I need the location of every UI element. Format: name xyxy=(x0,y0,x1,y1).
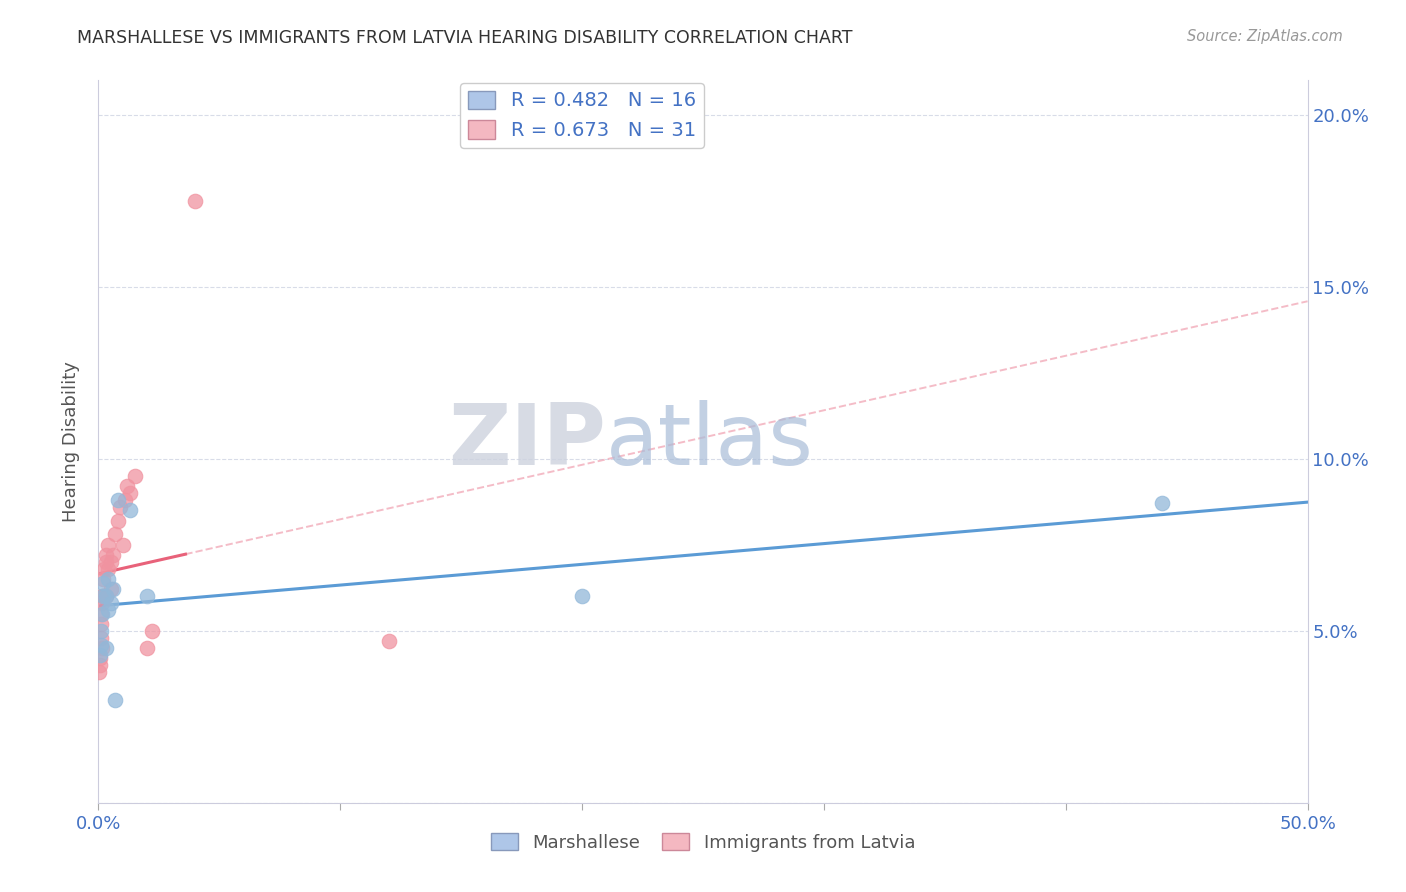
Point xyxy=(91,640,114,655)
Text: MARSHALLESE VS IMMIGRANTS FROM LATVIA HEARING DISABILITY CORRELATION CHART: MARSHALLESE VS IMMIGRANTS FROM LATVIA HE… xyxy=(77,29,853,46)
Point xyxy=(90,607,112,621)
Point xyxy=(90,596,112,610)
Point xyxy=(94,640,117,655)
Point xyxy=(107,493,129,508)
Point xyxy=(114,493,136,508)
Text: ZIP: ZIP xyxy=(449,400,606,483)
Point xyxy=(94,590,117,604)
Point xyxy=(97,538,120,552)
Point xyxy=(96,548,118,562)
Point xyxy=(100,582,122,597)
Point xyxy=(104,692,127,706)
Point xyxy=(94,555,117,569)
Point xyxy=(118,503,141,517)
Point xyxy=(104,527,127,541)
Point xyxy=(91,590,114,604)
Point xyxy=(97,562,120,576)
Point xyxy=(97,572,120,586)
Point xyxy=(111,538,134,552)
Point xyxy=(377,634,399,648)
Point xyxy=(107,514,129,528)
Point xyxy=(1152,496,1174,510)
Y-axis label: Hearing Disability: Hearing Disability xyxy=(62,361,80,522)
Point xyxy=(89,651,111,665)
Point xyxy=(91,590,114,604)
Text: atlas: atlas xyxy=(606,400,814,483)
Point xyxy=(184,194,207,208)
Point xyxy=(118,486,141,500)
Point xyxy=(90,624,112,638)
Point xyxy=(89,665,111,679)
Point xyxy=(90,616,112,631)
Point xyxy=(124,469,146,483)
Text: Source: ZipAtlas.com: Source: ZipAtlas.com xyxy=(1187,29,1343,44)
Point xyxy=(89,648,111,662)
Point xyxy=(89,658,111,673)
Point xyxy=(108,500,131,514)
Point xyxy=(100,596,122,610)
Point xyxy=(101,548,124,562)
Point xyxy=(117,479,139,493)
Point xyxy=(91,572,114,586)
Point xyxy=(135,590,157,604)
Point xyxy=(100,555,122,569)
Point xyxy=(91,575,114,590)
Point xyxy=(101,582,124,597)
Point xyxy=(93,562,115,576)
Point xyxy=(91,607,114,621)
Point xyxy=(97,603,120,617)
Point xyxy=(90,631,112,645)
Point xyxy=(135,640,157,655)
Legend: Marshallese, Immigrants from Latvia: Marshallese, Immigrants from Latvia xyxy=(484,826,922,859)
Point xyxy=(141,624,163,638)
Point xyxy=(571,590,593,604)
Point xyxy=(91,590,114,604)
Point xyxy=(94,590,117,604)
Point xyxy=(90,638,112,652)
